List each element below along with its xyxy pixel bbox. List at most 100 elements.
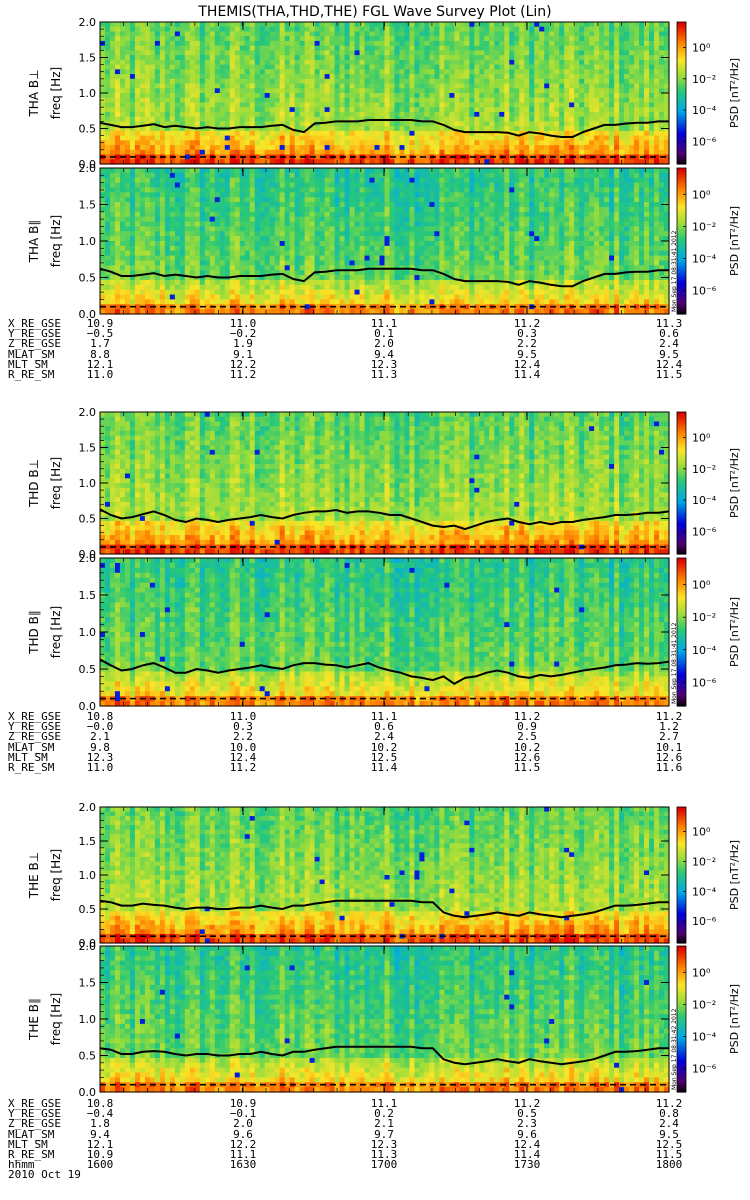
spectrogram-cell bbox=[619, 78, 625, 85]
spectrogram-cell bbox=[479, 78, 485, 85]
spectrogram-cell bbox=[169, 187, 176, 193]
spectrogram-cell bbox=[194, 289, 201, 296]
spectrogram-cell bbox=[389, 74, 396, 80]
spectrogram-cell bbox=[214, 69, 221, 75]
spectrogram-cell bbox=[419, 59, 426, 66]
spectrogram-cell bbox=[254, 59, 261, 66]
spectrogram-cell bbox=[329, 140, 336, 146]
spectrogram-cell bbox=[554, 126, 560, 132]
spectrogram-cell bbox=[299, 206, 306, 213]
spectrogram-cell bbox=[274, 255, 281, 262]
spectrogram-cell bbox=[654, 83, 660, 89]
spectrogram-cell bbox=[434, 126, 440, 132]
spectrogram-cell bbox=[489, 116, 495, 122]
spectrogram-cell bbox=[100, 50, 106, 56]
spectrogram-cell bbox=[319, 245, 326, 252]
spectrogram-cell bbox=[134, 255, 141, 262]
spectrogram-cell bbox=[239, 31, 246, 37]
spectrogram-cell bbox=[274, 50, 281, 56]
spectrogram-cell bbox=[664, 102, 670, 108]
spectrogram-cell bbox=[539, 126, 545, 132]
spectrogram-cell bbox=[639, 31, 645, 37]
colorbar-segment bbox=[677, 88, 686, 92]
spectrogram-cell bbox=[124, 107, 131, 113]
spectrogram-cell bbox=[259, 202, 266, 208]
spectrogram-cell bbox=[514, 135, 520, 141]
spectrogram-cell bbox=[604, 59, 610, 66]
spectrogram-cell bbox=[604, 55, 610, 61]
spectrogram-cell bbox=[209, 121, 216, 127]
spectrogram-cell bbox=[434, 107, 440, 113]
spectrogram-cell bbox=[244, 216, 251, 223]
spectrogram-cell bbox=[399, 31, 406, 37]
spectrogram-cell bbox=[244, 299, 251, 305]
spectrogram-cell bbox=[144, 93, 151, 99]
spectrogram-cell bbox=[259, 250, 266, 257]
spectrogram-cell bbox=[419, 40, 426, 47]
spectrogram-cell bbox=[129, 275, 136, 281]
spectrogram-cell bbox=[179, 74, 186, 80]
spectrogram-cell bbox=[484, 121, 490, 127]
spectrogram-cell bbox=[184, 69, 191, 75]
spectrogram-cell bbox=[624, 140, 630, 146]
spectrogram-cell bbox=[184, 97, 191, 104]
spectrogram-cell bbox=[129, 250, 136, 257]
spectrogram-cell bbox=[429, 69, 436, 75]
spectrogram-cell bbox=[314, 78, 321, 85]
spectrogram-cell bbox=[229, 22, 236, 28]
spectrogram-cell bbox=[199, 149, 206, 156]
spectrogram-cell bbox=[119, 126, 126, 132]
spectrogram-cell bbox=[344, 36, 351, 42]
spectrogram-cell bbox=[434, 50, 440, 56]
spectrogram-cell bbox=[199, 93, 206, 99]
spectrogram-cell bbox=[529, 111, 535, 118]
spectrogram-cell bbox=[379, 45, 386, 51]
spectrogram-cell bbox=[219, 284, 226, 291]
spectrogram-cell bbox=[114, 304, 121, 310]
spectrogram-cell bbox=[589, 121, 595, 127]
spectrogram-cell bbox=[304, 236, 311, 242]
spectrogram-cell bbox=[629, 69, 635, 75]
spectrogram-cell bbox=[634, 69, 640, 75]
spectrogram-cell bbox=[369, 31, 376, 37]
spectrogram-cell bbox=[254, 45, 261, 51]
spectrogram-cell bbox=[609, 130, 615, 137]
spectrogram-cell bbox=[109, 168, 116, 174]
spectrogram-cell bbox=[504, 107, 510, 113]
spectrogram-cell bbox=[274, 202, 281, 208]
spectrogram-cell bbox=[149, 177, 156, 184]
spectrogram-cell bbox=[384, 31, 391, 37]
spectrogram-cell bbox=[284, 31, 291, 37]
spectrogram-cell bbox=[169, 135, 176, 141]
spectrogram-cell bbox=[484, 83, 490, 89]
spectrogram-cell bbox=[324, 250, 331, 257]
spectrogram-cell bbox=[389, 78, 396, 85]
spectrogram-cell bbox=[639, 59, 645, 66]
spectrogram-cell bbox=[494, 111, 500, 118]
spectrogram-cell bbox=[389, 145, 396, 151]
spectrogram-cell bbox=[124, 145, 131, 151]
spectrogram-cell bbox=[604, 107, 610, 113]
spectrogram-cell bbox=[224, 236, 231, 242]
spectrogram-cell bbox=[464, 59, 470, 66]
spectrogram-cell bbox=[179, 197, 186, 203]
spectrogram-cell bbox=[159, 197, 166, 203]
spectrogram-cell bbox=[364, 121, 371, 127]
spectrogram-cell bbox=[449, 55, 455, 61]
spectrogram-cell bbox=[644, 83, 650, 89]
spectrogram-cell bbox=[519, 26, 525, 33]
spectrogram-cell bbox=[219, 83, 226, 89]
spectrogram-cell bbox=[334, 26, 341, 33]
spectrogram-cell bbox=[194, 182, 201, 189]
spectrogram-cell bbox=[329, 102, 336, 108]
spectrogram-cell bbox=[429, 45, 436, 51]
spectrogram-cell bbox=[294, 241, 301, 247]
spectrogram-cell bbox=[399, 130, 406, 137]
spectrogram-cell bbox=[534, 149, 540, 156]
spectrogram-cell bbox=[329, 22, 336, 28]
spectrogram-cell bbox=[659, 36, 665, 42]
spectrogram-cell bbox=[189, 236, 196, 242]
spectrogram-cell bbox=[189, 31, 196, 37]
colorbar-tick-label: 10⁻⁶ bbox=[692, 135, 717, 148]
spectrogram-cell bbox=[404, 36, 411, 42]
